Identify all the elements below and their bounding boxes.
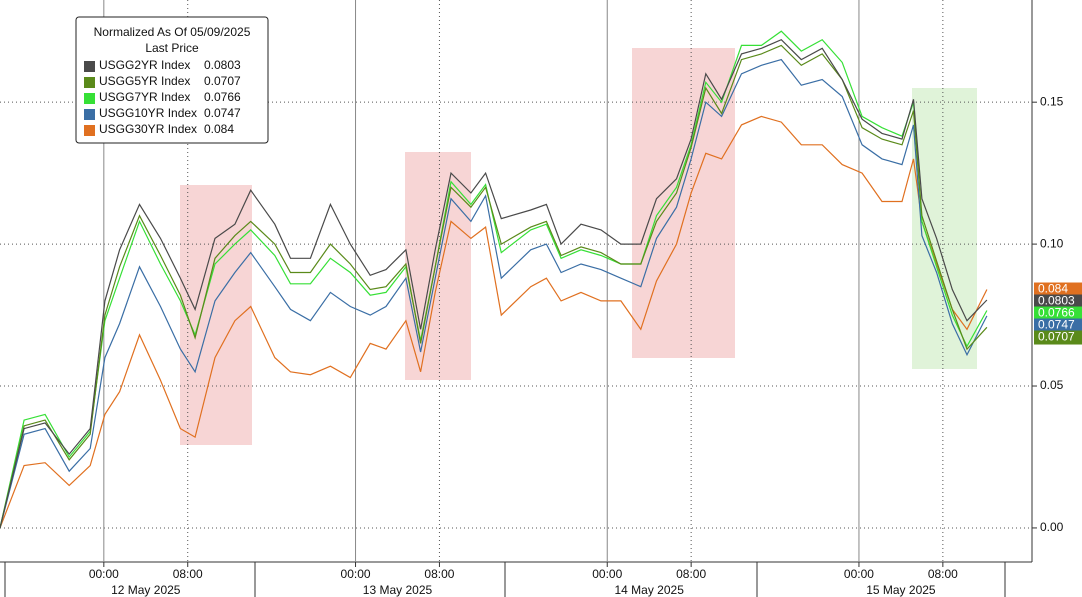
y-tick-label: 0.10 <box>1040 236 1064 250</box>
plot-area <box>0 0 1032 562</box>
x-tick-label: 08:00 <box>928 567 958 581</box>
x-tick-label: 00:00 <box>341 567 371 581</box>
highlight-region <box>632 48 735 358</box>
legend-swatch <box>84 109 95 120</box>
x-tick-label: 00:00 <box>592 567 622 581</box>
x-tick-label: 08:00 <box>676 567 706 581</box>
end-tag-label: 0.0747 <box>1038 318 1075 332</box>
legend-label: USGG2YR Index <box>99 58 190 72</box>
date-label: 14 May 2025 <box>614 583 684 597</box>
end-tag <box>1034 318 1082 333</box>
legend-box <box>75 16 269 144</box>
end-tag <box>1034 330 1082 345</box>
legend-title: Normalized As Of 05/09/2025 <box>94 25 251 39</box>
legend-label: USGG10YR Index <box>99 106 197 120</box>
legend-value: 0.0803 <box>204 58 241 72</box>
end-tag-label: 0.084 <box>1038 282 1068 296</box>
legend-label: USGG7YR Index <box>99 90 190 104</box>
legend-value: 0.0747 <box>204 106 241 120</box>
highlight-region <box>180 185 252 445</box>
date-label: 15 May 2025 <box>866 583 936 597</box>
legend-swatch <box>84 93 95 104</box>
series-line <box>0 38 988 529</box>
x-tick-label: 00:00 <box>89 567 119 581</box>
series-line <box>0 30 988 529</box>
legend-swatch <box>84 77 95 88</box>
y-tick-label: 0.15 <box>1040 94 1064 108</box>
date-label: 12 May 2025 <box>111 583 181 597</box>
end-tag-label: 0.0803 <box>1038 294 1075 308</box>
legend-value: 0.084 <box>204 122 234 136</box>
y-tick-label: 0.05 <box>1040 378 1064 392</box>
y-tick-label: 0.00 <box>1040 520 1064 534</box>
x-tick-label: 08:00 <box>173 567 203 581</box>
legend-label: USGG5YR Index <box>99 74 190 88</box>
legend-swatch <box>84 125 95 136</box>
legend-value: 0.0766 <box>204 90 241 104</box>
x-tick-label: 08:00 <box>424 567 454 581</box>
end-tag-label: 0.0707 <box>1038 330 1075 344</box>
series-line <box>0 115 988 529</box>
legend-swatch <box>84 61 95 72</box>
end-tag-label: 0.0766 <box>1038 306 1075 320</box>
end-tag <box>1034 306 1082 321</box>
legend-subtitle: Last Price <box>145 41 199 55</box>
legend-label: USGG30YR Index <box>99 122 197 136</box>
legend: Normalized As Of 05/09/2025 Last Price U… <box>75 16 269 144</box>
x-tick-label: 00:00 <box>844 567 874 581</box>
date-separators <box>4 562 1006 597</box>
legend-value: 0.0707 <box>204 74 241 88</box>
end-tag <box>1034 294 1082 309</box>
series-line <box>0 58 988 529</box>
highlight-region <box>912 88 977 369</box>
end-tag <box>1034 282 1082 297</box>
legend-items: USGG2YR Index 0.0803 USGG5YR Index 0.0707 US… <box>84 58 241 136</box>
date-label: 13 May 2025 <box>363 583 433 597</box>
